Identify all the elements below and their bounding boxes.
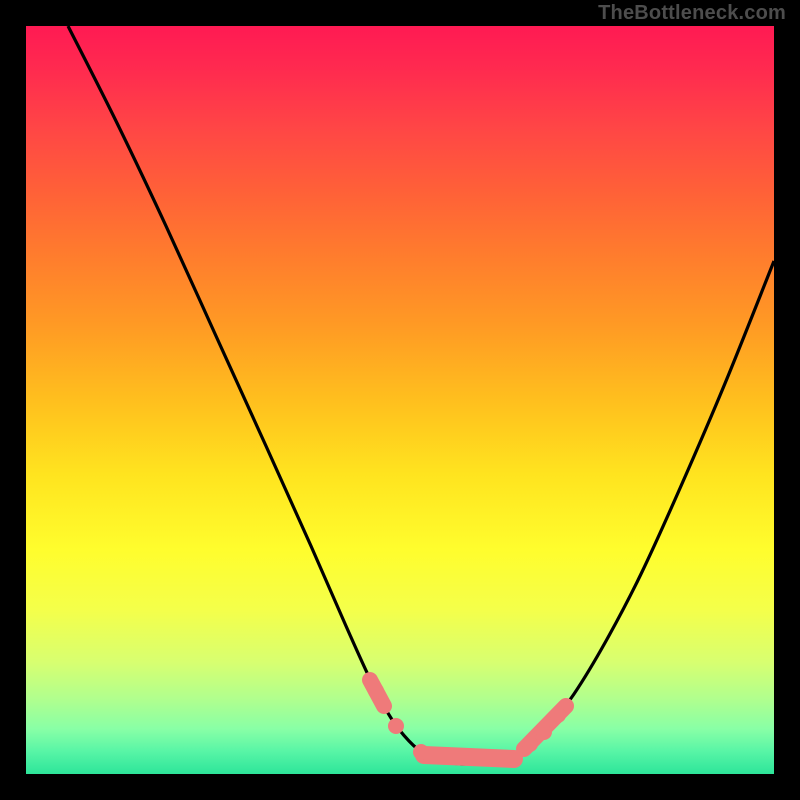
- marker-dot: [536, 724, 552, 740]
- marker-dot: [413, 744, 429, 760]
- curve-left-branch: [68, 26, 462, 764]
- marker-capsule: [424, 755, 514, 759]
- plot-area: [26, 26, 774, 774]
- chart-frame: TheBottleneck.com: [0, 0, 800, 800]
- marker-dot: [368, 683, 384, 699]
- watermark-text: TheBottleneck.com: [598, 2, 786, 25]
- marker-dot: [388, 718, 404, 734]
- curve-right-branch: [462, 261, 774, 764]
- bottleneck-curve: [26, 26, 774, 774]
- data-markers: [368, 680, 566, 760]
- marker-dot: [550, 707, 566, 723]
- marker-dot: [522, 736, 538, 752]
